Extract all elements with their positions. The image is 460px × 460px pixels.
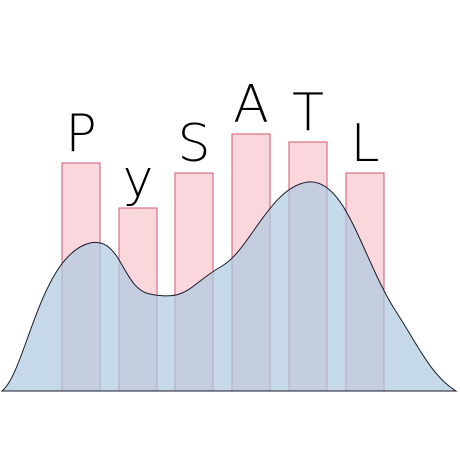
density-curve — [0, 181, 458, 392]
letter-p: P — [65, 104, 96, 164]
letter-t: T — [292, 83, 324, 143]
letter-l: L — [351, 114, 380, 174]
letter-a: A — [233, 75, 269, 135]
letter-s: S — [177, 114, 210, 174]
letter-y: y — [123, 149, 154, 209]
